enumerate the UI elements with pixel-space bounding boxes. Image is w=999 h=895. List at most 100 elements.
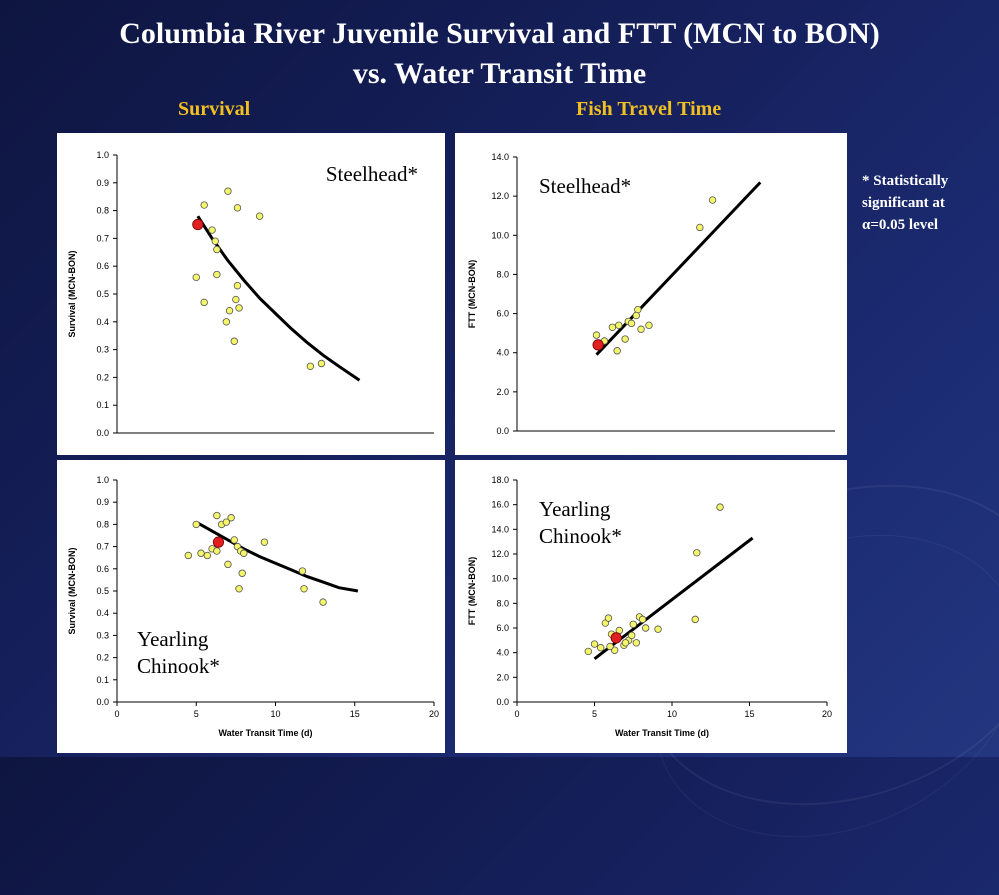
data-point	[184, 551, 193, 560]
y-tick-label: 0.4	[96, 317, 109, 327]
data-point	[213, 511, 221, 520]
x-tick-label: 5	[194, 709, 199, 719]
data-point	[645, 321, 653, 330]
data-point	[306, 362, 315, 370]
y-tick-label: 0.6	[96, 564, 109, 574]
data-point	[592, 331, 601, 339]
data-point	[203, 551, 212, 560]
x-axis-label: Water Transit Time (d)	[218, 728, 312, 738]
x-tick-label: 0	[514, 709, 519, 719]
y-tick-label: 0.1	[96, 400, 109, 410]
data-point	[627, 631, 636, 640]
data-point	[235, 585, 243, 593]
species-label: Yearling	[539, 497, 611, 521]
data-point	[222, 318, 231, 326]
data-point	[319, 598, 327, 606]
species-label: Steelhead*	[326, 162, 418, 186]
y-tick-label: 0.0	[496, 426, 509, 436]
y-tick-label: 6.0	[496, 309, 509, 319]
y-tick-label: 0.3	[96, 345, 109, 355]
data-point	[192, 520, 200, 529]
y-tick-label: 0.6	[96, 261, 109, 271]
data-point	[604, 614, 613, 622]
data-point	[298, 567, 307, 575]
data-point	[596, 644, 605, 652]
steelhead-survival-chart: 0.0 0.1 0.2 0.3 0.4 0.5 0.6 0.7 0.8 0.9 1.0 Surviva…	[67, 150, 434, 438]
y-tick-label: 0.2	[96, 372, 109, 382]
note-line-2: significant at	[862, 195, 945, 211]
y-tick-label: 1.0	[96, 150, 109, 160]
data-point	[232, 295, 240, 304]
data-point	[629, 620, 637, 628]
data-point	[300, 585, 308, 593]
data-point	[208, 226, 216, 234]
data-point	[613, 347, 621, 355]
y-tick-label: 0.9	[96, 178, 109, 188]
y-axis-label: Survival (MCN-BON)	[67, 547, 77, 634]
steelhead-ftt-chart: 0.0 2.0 4.0 6.0 8.0 10.0 12.0 14.0 FTT (MCN-BON)…	[467, 152, 835, 436]
data-point	[200, 201, 208, 209]
ftt-section-label: Fish Travel Time	[576, 98, 722, 120]
data-point	[197, 549, 205, 557]
data-point	[632, 311, 640, 320]
data-point	[240, 549, 248, 557]
data-point	[708, 196, 717, 204]
highlight-point	[610, 632, 622, 644]
y-tick-label: 2.0	[496, 672, 509, 682]
data-point	[233, 204, 242, 212]
data-point	[608, 323, 617, 331]
steelhead-survival-panel: 0.0 0.1 0.2 0.3 0.4 0.5 0.6 0.7 0.8 0.9 1.0 Surviva…	[57, 133, 445, 455]
data-point	[590, 640, 599, 648]
fit-curve	[595, 181, 762, 356]
y-tick-label: 0.8	[96, 206, 109, 216]
data-point	[638, 615, 647, 624]
y-tick-label: 12.0	[491, 191, 509, 201]
data-point	[213, 270, 221, 279]
y-tick-label: 10.0	[491, 230, 509, 240]
fit-curve	[196, 215, 361, 382]
data-point	[227, 514, 235, 522]
y-tick-label: 0.2	[96, 653, 109, 663]
y-tick-label: 1.0	[96, 475, 109, 485]
x-tick-label: 10	[667, 709, 677, 719]
data-point	[255, 212, 264, 220]
data-point	[641, 624, 650, 632]
y-tick-label: 0.5	[96, 289, 109, 299]
data-point	[621, 639, 630, 647]
y-tick-label: 4.0	[496, 348, 509, 358]
data-point	[222, 518, 231, 526]
data-point	[632, 639, 641, 647]
x-tick-label: 20	[429, 709, 439, 719]
x-tick-label: 20	[822, 709, 832, 719]
species-label: Chinook*	[137, 654, 220, 678]
data-point	[238, 569, 246, 577]
data-point	[693, 549, 701, 557]
x-tick-label: 5	[592, 709, 597, 719]
highlight-point	[192, 218, 204, 231]
data-point	[224, 187, 232, 195]
y-axis-label: FTT (MCN-BON)	[467, 557, 477, 625]
data-point	[606, 642, 614, 651]
highlight-point	[212, 536, 225, 548]
data-point	[224, 560, 232, 569]
survival-section-label: Survival	[178, 98, 251, 120]
note-line-3: α=0.05 level	[862, 217, 939, 233]
y-tick-label: 0.1	[96, 675, 109, 685]
data-point	[213, 547, 221, 555]
data-point	[691, 615, 699, 624]
y-tick-label: 0.0	[496, 697, 509, 707]
y-tick-label: 10.0	[491, 574, 509, 584]
y-tick-label: 18.0	[491, 475, 509, 485]
x-tick-label: 15	[744, 709, 754, 719]
species-label: Chinook*	[539, 524, 622, 548]
steelhead-ftt-panel: 0.0 2.0 4.0 6.0 8.0 10.0 12.0 14.0 FTT (MCN-BON)…	[455, 133, 847, 455]
data-point	[235, 304, 243, 312]
y-tick-label: 0.5	[96, 586, 109, 596]
chinook-ftt-chart: 0.0 2.0 4.0 6.0 8.0 10.0 12.0 14.0 16.0 18.0 0 5 10 1…	[467, 475, 832, 738]
title-line-2: vs. Water Transit Time	[352, 57, 647, 90]
species-label: Yearling	[137, 627, 209, 651]
data-point	[637, 325, 645, 333]
title-line-1: Columbia River Juvenile Survival and FTT…	[119, 17, 880, 50]
y-tick-label: 4.0	[496, 648, 509, 658]
data-point	[584, 647, 592, 656]
